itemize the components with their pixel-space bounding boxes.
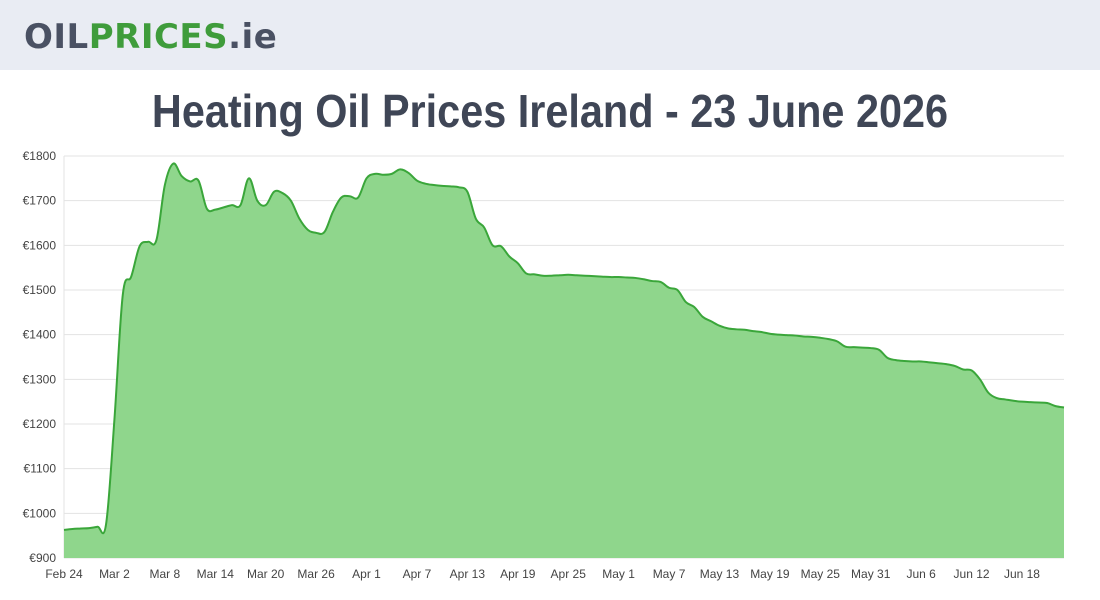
y-axis-ticks: €900 €1000 €1100 €1200 €1300 €1400 €1500 €1600 €… — [23, 149, 57, 565]
y-tick-label: €1400 — [23, 328, 57, 342]
y-tick-label: €1000 — [23, 506, 57, 520]
y-tick-label: €1700 — [23, 194, 57, 208]
y-tick-label: €1300 — [23, 372, 57, 386]
logo-tld: .ie — [228, 17, 278, 57]
x-tick-label: May 13 — [700, 567, 740, 581]
x-tick-label: Mar 14 — [197, 567, 235, 581]
site-header: OILPRICES.ie — [0, 0, 1100, 70]
y-tick-label: €1600 — [23, 238, 57, 252]
x-tick-label: Apr 19 — [500, 567, 536, 581]
x-tick-label: May 7 — [653, 567, 686, 581]
y-tick-label: €900 — [29, 551, 56, 565]
price-line — [63, 162, 1065, 535]
x-tick-label: Apr 13 — [450, 567, 486, 581]
y-tick-label: €1200 — [23, 417, 57, 431]
y-tick-label: €1500 — [23, 283, 57, 297]
x-tick-label: May 25 — [801, 567, 841, 581]
x-tick-label: Apr 25 — [551, 567, 587, 581]
y-tick-label: €1800 — [23, 149, 57, 163]
x-tick-label: May 19 — [750, 567, 790, 581]
x-tick-label: May 31 — [851, 567, 891, 581]
x-tick-label: Mar 26 — [297, 567, 335, 581]
x-tick-label: Jun 6 — [906, 567, 936, 581]
x-tick-label: Mar 8 — [149, 567, 180, 581]
x-tick-label: Mar 20 — [247, 567, 285, 581]
y-tick-label: €1100 — [24, 462, 57, 476]
page-title: Heating Oil Prices Ireland - 23 June 202… — [151, 85, 949, 137]
price-area — [64, 163, 1064, 558]
x-tick-label: May 1 — [602, 567, 635, 581]
x-tick-label: Apr 7 — [403, 567, 432, 581]
x-tick-label: Jun 18 — [1004, 567, 1040, 581]
logo-oil: OIL — [24, 17, 89, 57]
logo-prices: PRICES — [88, 17, 229, 57]
x-tick-label: Feb 24 — [45, 567, 83, 581]
x-tick-label: Apr 1 — [352, 567, 381, 581]
x-axis-ticks: Feb 24 Mar 2 Mar 8 Mar 14 Mar 20 Mar 26 Apr 1 A… — [45, 567, 1040, 581]
site-logo[interactable]: OILPRICES.ie — [24, 17, 277, 57]
price-chart: €900 €1000 €1100 €1200 €1300 €1400 €1500 €1600 €… — [23, 149, 1065, 581]
x-tick-label: Jun 12 — [954, 567, 990, 581]
x-tick-label: Mar 2 — [99, 567, 130, 581]
